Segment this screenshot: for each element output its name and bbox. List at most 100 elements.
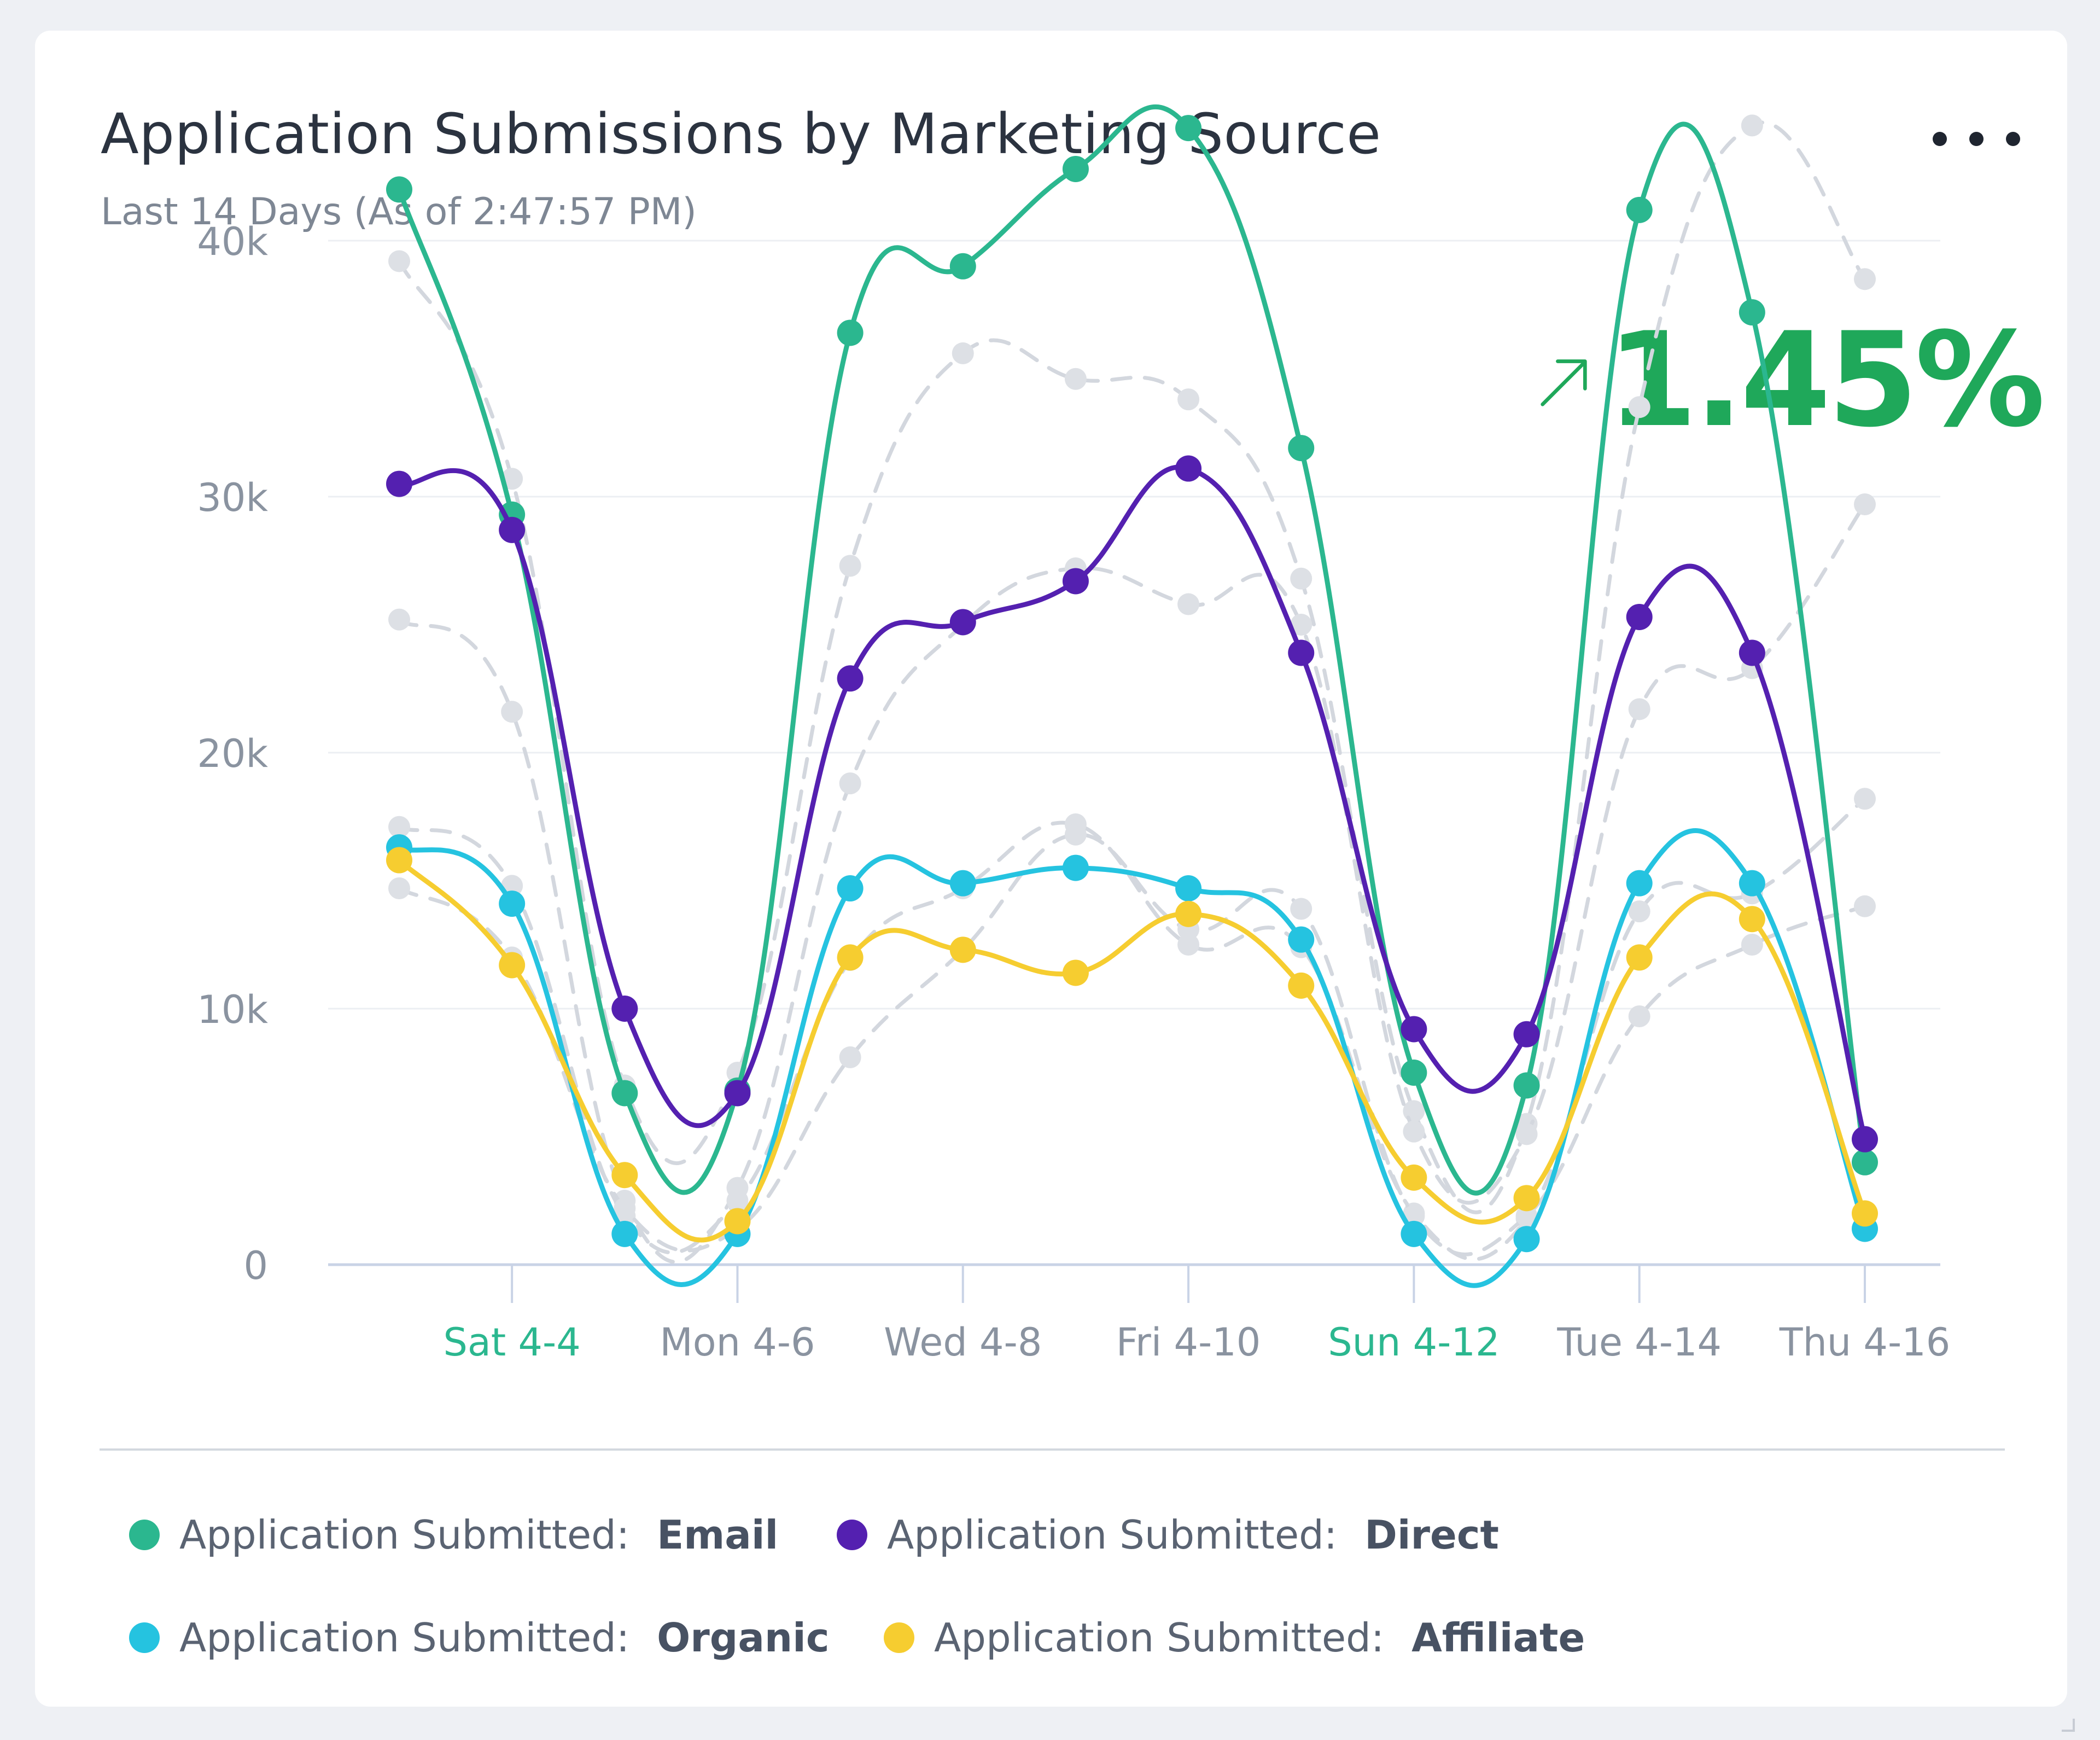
comparison-series-point (1177, 934, 1200, 956)
series-point-affiliate (724, 1208, 751, 1235)
comparison-series-point (839, 1046, 861, 1068)
series-point-email (386, 176, 412, 203)
legend-swatch (129, 1520, 160, 1550)
series-line-direct (398, 464, 1868, 1140)
comparison-series-point (1064, 368, 1087, 390)
series-point-direct (949, 609, 976, 636)
legend-label: Application Submitted: (179, 1615, 630, 1661)
chart-title: Application Submissions by Marketing Sou… (101, 102, 1381, 167)
series-point-organic (1288, 926, 1315, 953)
series-point-affiliate (386, 847, 412, 874)
series-point-organic (949, 870, 976, 897)
comparison-series-point (1628, 900, 1650, 923)
comparison-series-point (839, 772, 861, 795)
legend-swatch (837, 1520, 867, 1550)
comparison-series-point (1403, 1120, 1425, 1143)
series-point-affiliate (949, 936, 976, 963)
series-point-organic (1739, 870, 1765, 897)
comparison-series-point (1403, 1100, 1425, 1122)
comparison-series-point (1064, 823, 1087, 846)
kpi-change: 1.45% (1539, 299, 2045, 463)
series-point-organic (611, 1220, 638, 1247)
legend-item-affiliate[interactable]: Application Submitted: Affiliate (884, 1610, 1585, 1665)
comparison-series-line (397, 120, 1867, 1214)
series-point-affiliate (1062, 959, 1089, 986)
more-options-button[interactable] (1933, 123, 2020, 155)
series-point-affiliate (1175, 900, 1202, 927)
series-point-affiliate (837, 944, 864, 971)
series-point-email (1513, 1072, 1540, 1099)
y-tick-label: 40k (197, 219, 268, 264)
comparison-series-point (1854, 268, 1876, 290)
series-point-direct (1401, 1016, 1427, 1043)
comparison-series-point (726, 1190, 749, 1212)
series-point-direct (611, 996, 638, 1022)
comparison-series-point (501, 701, 523, 723)
series-point-email (949, 253, 976, 280)
kpi-value: 1.45% (1607, 305, 2045, 456)
series-point-affiliate (1852, 1200, 1878, 1227)
series-point-direct (499, 516, 526, 543)
line-chart: 0 10k 20k 30k 40k Sat 4-4 Mon 4-6 Wed 4-8 Fri 4-… (197, 104, 1951, 1365)
legend-series-name: Affiliate (1411, 1615, 1585, 1661)
x-tick-label: Thu 4-16 (1779, 1320, 1951, 1365)
comparison-series-point (1177, 593, 1200, 615)
series-point-direct (1852, 1126, 1878, 1153)
y-tick-label: 10k (197, 987, 268, 1032)
series-point-direct (724, 1080, 751, 1107)
arrow-up-right-icon (1541, 359, 1587, 406)
series-point-affiliate (1401, 1164, 1427, 1191)
series-point-organic (1062, 854, 1089, 881)
legend-label: Application Submitted: (887, 1512, 1338, 1558)
chart-card: Application Submissions by Marketing Sou… (35, 31, 2075, 1732)
series-point-direct (1739, 639, 1765, 666)
series-point-affiliate (1288, 972, 1315, 999)
series-point-email (1401, 1060, 1427, 1086)
series-point-email (611, 1080, 638, 1107)
comparison-series-point (614, 1197, 636, 1220)
comparison-series-point (388, 608, 410, 631)
series-point-organic (1626, 870, 1653, 897)
y-tick-label: 0 (243, 1243, 268, 1288)
comparison-series-point (1628, 1005, 1650, 1028)
comparison-series-point (1515, 1123, 1538, 1145)
series-point-direct (1626, 603, 1653, 630)
comparison-series-point (1515, 1205, 1538, 1227)
series-point-organic (1401, 1220, 1427, 1247)
series-point-direct (1175, 455, 1202, 482)
series-point-affiliate (499, 952, 526, 979)
legend-label: Application Submitted: (934, 1615, 1385, 1661)
legend-swatch (129, 1622, 160, 1653)
legend-divider (100, 1448, 2005, 1451)
comparison-series-point (1854, 788, 1876, 810)
series-point-email (837, 319, 864, 346)
series-point-direct (386, 470, 412, 497)
series-point-direct (837, 665, 864, 692)
legend-item-organic[interactable]: Application Submitted: Organic (129, 1610, 830, 1665)
comparison-series-point (1854, 493, 1876, 516)
x-tick-label: Mon 4-6 (660, 1320, 815, 1365)
comparison-series-point (1628, 698, 1650, 720)
series-point-email (1852, 1149, 1878, 1175)
legend-label: Application Submitted: (179, 1512, 630, 1558)
series-point-organic (499, 891, 526, 917)
comparison-series-point (952, 342, 974, 364)
resize-handle-icon[interactable] (2060, 1716, 2076, 1733)
comparison-series-line (397, 833, 1867, 1256)
comparison-series-point (388, 877, 410, 900)
series-point-email (1062, 155, 1089, 182)
legend-item-direct[interactable]: Application Submitted: Direct (837, 1508, 1499, 1562)
legend-series-name: Email (657, 1512, 779, 1558)
y-tick-label: 30k (197, 475, 268, 520)
comparison-series-point (388, 250, 410, 272)
legend-series-name: Organic (657, 1615, 830, 1661)
x-tick-label: Wed 4-8 (884, 1320, 1042, 1365)
x-tick-label: Fri 4-10 (1116, 1320, 1261, 1365)
series-point-direct (1062, 568, 1089, 595)
series-point-email (1739, 299, 1765, 326)
legend-item-email[interactable]: Application Submitted: Email (129, 1508, 778, 1562)
more-horizontal-icon (1933, 132, 1947, 146)
more-horizontal-icon (2006, 132, 2020, 146)
series-point-affiliate (1739, 906, 1765, 933)
comparison-series-point (1628, 396, 1650, 418)
